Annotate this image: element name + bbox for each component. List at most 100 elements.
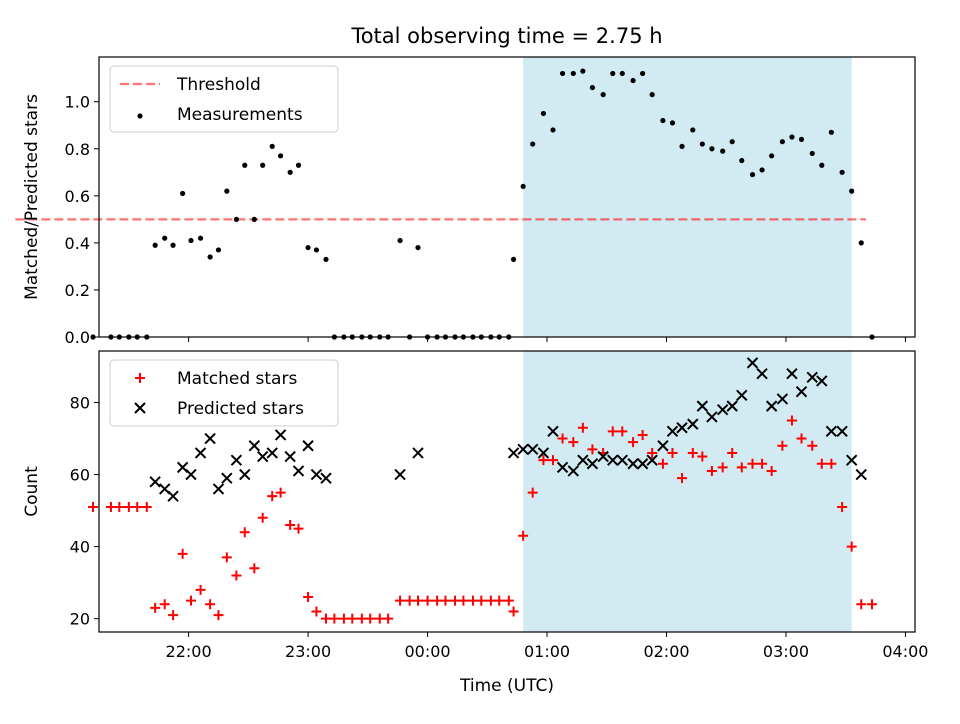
matched-star-point xyxy=(647,447,658,458)
legend-label: Threshold xyxy=(176,75,261,95)
legend-box xyxy=(109,359,339,427)
legend-label: Measurements xyxy=(177,105,303,125)
predicted-star-point xyxy=(627,458,639,470)
matched-star-point xyxy=(637,429,648,440)
measurement-point xyxy=(530,141,536,147)
measurement-point xyxy=(769,153,775,159)
predicted-star-point xyxy=(597,450,609,463)
predicted-star-point xyxy=(676,422,688,434)
x-tick-label: 02:00 xyxy=(643,642,689,661)
predicted-star-point xyxy=(194,447,207,459)
predicted-star-point xyxy=(248,440,261,452)
matched-star-point xyxy=(458,595,469,606)
predicted-star-point xyxy=(577,454,589,466)
predicted-star-point xyxy=(149,476,161,488)
predicted-star-point xyxy=(636,458,649,470)
predicted-star-point xyxy=(185,468,197,481)
matched-star-point xyxy=(503,595,514,606)
matched-star-point xyxy=(796,433,807,444)
matched-star-point xyxy=(249,563,260,574)
y-tick-label: 1.0 xyxy=(65,93,90,112)
matched-star-point xyxy=(231,570,242,581)
matched-star-point xyxy=(440,595,451,606)
predicted-star-point xyxy=(746,357,759,369)
measurement-point xyxy=(819,162,825,168)
matched-star-point xyxy=(432,595,443,606)
matched-star-point xyxy=(866,599,877,610)
matched-star-point xyxy=(320,613,331,624)
measurement-point xyxy=(415,244,421,251)
measurement-point xyxy=(233,216,239,222)
x-tick-label: 04:00 xyxy=(882,642,928,661)
legend-label: Matched stars xyxy=(177,369,297,389)
predicted-star-point xyxy=(292,465,305,477)
matched-star-point xyxy=(757,458,768,469)
matched-star-point xyxy=(777,440,788,451)
predicted-star-point xyxy=(836,425,848,438)
predicted-star-point xyxy=(756,367,768,380)
y-tick-label: 0.4 xyxy=(65,234,90,253)
measurement-point xyxy=(277,153,284,159)
matched-star-point xyxy=(221,552,232,563)
predicted-star-point xyxy=(687,418,699,430)
observing-window-span xyxy=(523,351,852,632)
predicted-star-point xyxy=(696,400,709,412)
measurement-point xyxy=(313,247,320,253)
matched-star-point xyxy=(557,433,568,444)
measurement-point xyxy=(630,77,636,84)
y-tick-label: 40 xyxy=(70,538,90,557)
predicted-star-point xyxy=(806,371,818,384)
measurement-point xyxy=(699,141,705,147)
matched-star-point xyxy=(356,613,367,624)
predicted-star-point xyxy=(825,425,838,438)
predicted-star-point xyxy=(736,389,748,402)
measurement-point xyxy=(679,143,685,150)
matched-star-point xyxy=(677,473,688,484)
measurement-point xyxy=(779,139,785,145)
predicted-star-point xyxy=(167,490,179,502)
measurement-point xyxy=(162,235,168,241)
predicted-star-point xyxy=(266,447,278,459)
series-predicted-stars xyxy=(149,357,867,502)
plot-frame xyxy=(98,350,916,633)
x-tick-label: 01:00 xyxy=(524,642,570,661)
matched-star-point xyxy=(538,455,549,466)
matched-star-point xyxy=(736,462,747,473)
predicted-star-point xyxy=(274,429,287,441)
measurement-point xyxy=(295,162,302,168)
measurement-point xyxy=(660,117,666,124)
predicted-star-point xyxy=(845,454,858,466)
predicted-star-point xyxy=(586,458,599,470)
matched-star-point xyxy=(856,599,867,610)
matched-star-point xyxy=(826,458,837,469)
matched-star-point xyxy=(837,501,848,512)
measurement-point xyxy=(709,146,715,152)
predicted-star-point xyxy=(310,468,323,481)
y-tick-label: 0.2 xyxy=(65,281,90,300)
predicted-star-point xyxy=(716,404,729,416)
measurement-point xyxy=(589,84,596,91)
matched-star-point xyxy=(105,501,116,512)
matched-star-point xyxy=(706,465,717,476)
measurement-point xyxy=(540,110,547,117)
matched-star-point xyxy=(527,487,538,498)
measurement-point xyxy=(798,136,805,142)
measurement-point xyxy=(287,169,293,175)
matched-star-point xyxy=(239,527,250,538)
matched-star-point xyxy=(293,523,304,534)
matched-star-point xyxy=(628,437,639,448)
matched-star-point xyxy=(338,613,349,624)
predicted-star-point xyxy=(507,447,520,459)
matched-star-point xyxy=(846,541,857,552)
predicted-star-point xyxy=(284,450,296,463)
measurement-point xyxy=(152,242,158,248)
matched-star-point xyxy=(213,610,224,621)
plot-frame xyxy=(98,56,916,338)
legend-predicted-swatch xyxy=(134,402,146,414)
predicted-star-point xyxy=(776,393,789,405)
y-tick-label: 20 xyxy=(70,610,90,629)
matched-star-point xyxy=(177,548,188,559)
measurement-point xyxy=(305,244,311,251)
matched-star-point xyxy=(395,595,406,606)
matched-star-point xyxy=(311,606,322,617)
